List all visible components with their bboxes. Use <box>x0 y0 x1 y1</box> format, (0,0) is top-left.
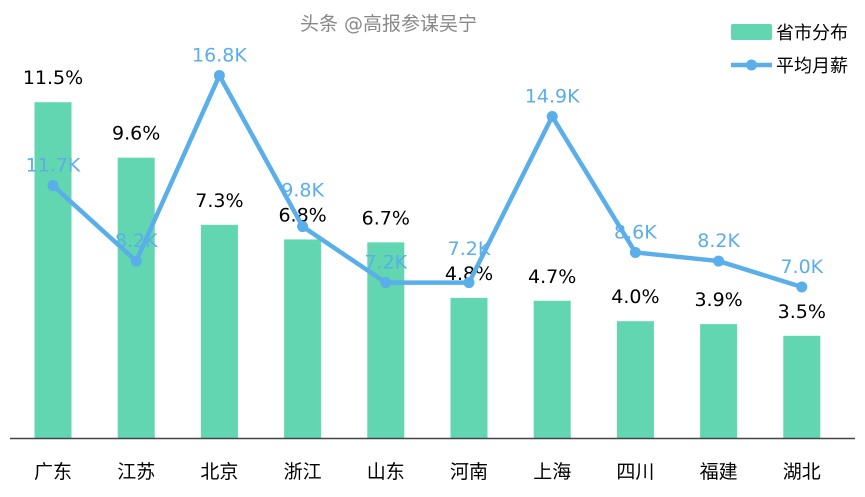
line-data-label: 16.8K <box>192 45 247 67</box>
bar-data-label: 9.6% <box>112 123 160 145</box>
x-tick-label: 湖北 <box>783 461 821 483</box>
line-data-label: 8.2K <box>115 230 158 252</box>
line-point <box>463 277 475 289</box>
x-tick-label: 河南 <box>450 461 488 483</box>
line-data-label: 7.0K <box>780 256 823 278</box>
line-data-label: 8.2K <box>697 230 740 252</box>
bar <box>450 297 488 438</box>
bar <box>117 157 155 438</box>
x-tick-label: 北京 <box>200 461 238 483</box>
line-point <box>713 255 725 267</box>
x-tick-label: 上海 <box>533 461 571 483</box>
legend-swatch-bar <box>731 24 772 40</box>
line-data-label: 9.8K <box>281 179 324 201</box>
bar <box>616 321 654 438</box>
line-series <box>51 73 803 290</box>
line-point <box>130 255 142 267</box>
x-tick-label: 广东 <box>34 461 72 483</box>
legend-label: 省市分布 <box>776 23 848 44</box>
x-tick-label: 福建 <box>700 461 738 483</box>
bar <box>533 300 571 438</box>
x-tick-label: 山东 <box>367 461 405 483</box>
line-data-label: 7.2K <box>364 252 407 274</box>
line-data-label: 8.6K <box>614 221 657 243</box>
line-data-label: 14.9K <box>525 86 580 108</box>
bar-data-label: 3.5% <box>778 301 826 323</box>
bar-data-label: 11.5% <box>23 67 83 89</box>
bar-data-label: 4.0% <box>611 286 659 308</box>
bar <box>783 335 821 438</box>
line-point <box>297 221 309 233</box>
bar <box>284 239 322 438</box>
x-tick-label: 浙江 <box>284 461 322 483</box>
line-point <box>47 180 59 192</box>
line-point <box>213 70 225 82</box>
legend-marker <box>746 59 757 71</box>
bar <box>700 324 738 438</box>
x-tick-label: 江苏 <box>117 461 155 483</box>
bar-data-label: 7.3% <box>195 190 243 212</box>
line-point <box>546 111 558 123</box>
bar-data-label: 3.9% <box>694 289 742 311</box>
line-point <box>629 246 641 258</box>
line-data-label: 7.2K <box>448 238 491 260</box>
line-point <box>380 277 392 289</box>
bar-data-label: 6.8% <box>278 204 326 226</box>
bar <box>200 224 238 438</box>
bar-data-label: 6.7% <box>362 207 410 229</box>
bar-data-label: 4.8% <box>445 263 493 285</box>
bar-data-label: 4.7% <box>528 266 576 288</box>
legend-label: 平均月薪 <box>776 56 848 77</box>
watermark: 头条 @高报参谋吴宁 <box>300 13 477 35</box>
line-data-label: 11.7K <box>26 155 81 177</box>
line-point <box>796 281 808 293</box>
bar <box>34 102 72 438</box>
x-tick-label: 四川 <box>616 461 654 483</box>
